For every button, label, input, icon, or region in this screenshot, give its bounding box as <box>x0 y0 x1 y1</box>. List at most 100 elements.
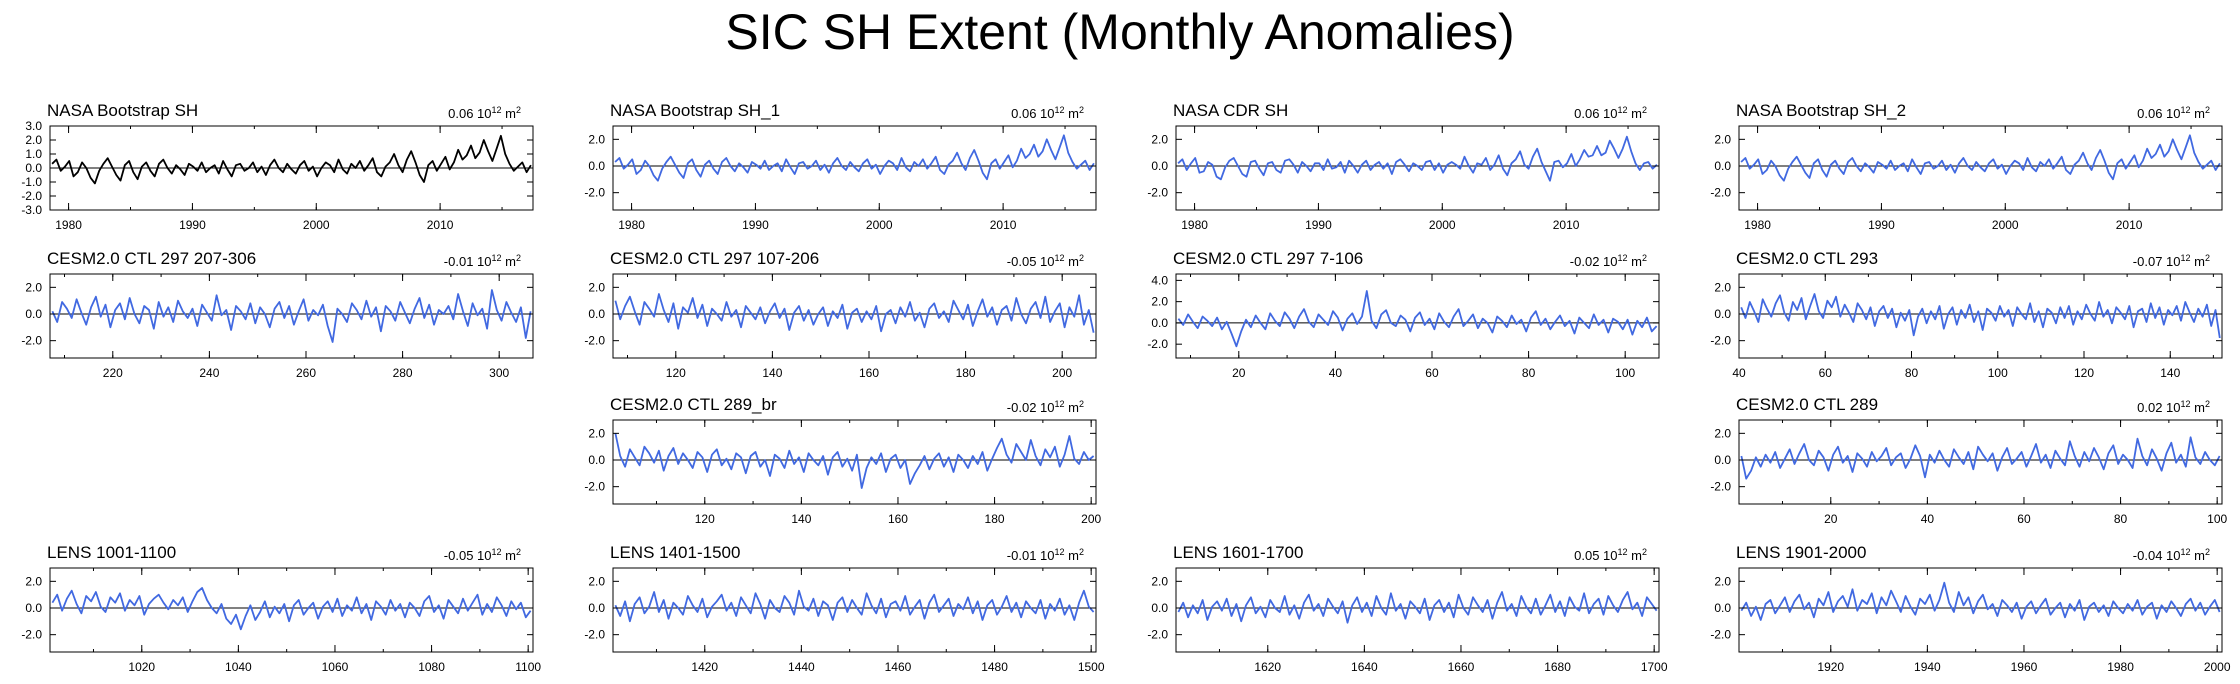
trend-label: -0.02 1012 m2 <box>1007 399 1084 415</box>
y-tick-label: 2.0 <box>1714 574 1731 588</box>
panel-title: CESM2.0 CTL 289_br <box>610 395 777 414</box>
trend-unit-exponent: 12 <box>492 253 502 263</box>
trend-unit: m <box>1065 400 1079 415</box>
series-line <box>614 589 1095 623</box>
y-tick-label: -2.0 <box>584 480 605 494</box>
trend-unit-exponent: 2 <box>1079 547 1084 557</box>
x-tick-label: 1060 <box>322 660 349 674</box>
trend-unit-exponent: 2 <box>1079 105 1084 115</box>
x-tick-label: 2010 <box>1553 218 1580 232</box>
series-line <box>614 134 1095 182</box>
x-tick-label: 80 <box>2114 512 2128 526</box>
trend-unit-exponent: 2 <box>1079 399 1084 409</box>
trend-unit: m <box>502 548 516 563</box>
trend-unit-base: 10 <box>1603 106 1617 121</box>
x-tick-label: 80 <box>1905 366 1919 380</box>
panel-title: CESM2.0 CTL 293 <box>1736 249 1878 268</box>
series-line <box>1740 134 2221 182</box>
y-tick-label: 0.0 <box>588 453 605 467</box>
trend-unit-exponent: 2 <box>1642 547 1647 557</box>
chart-panel: NASA Bootstrap SH_1 0.06 1012 m2 2.0 0.0 -2.… <box>584 101 1097 232</box>
y-tick-label: 2.0 <box>1151 295 1168 309</box>
y-tick-label: -1.0 <box>21 175 42 189</box>
x-tick-label: 2010 <box>427 218 454 232</box>
trend-unit-base: 10 <box>477 254 491 269</box>
trend-unit-exponent: 12 <box>2181 399 2191 409</box>
x-tick-label: 40 <box>1329 366 1343 380</box>
plot-frame <box>49 273 534 359</box>
chart-panel: CESM2.0 CTL 293 -0.07 1012 m2 2.0 0.0 -2.0 40… <box>1710 249 2223 380</box>
x-tick-label: 240 <box>199 366 219 380</box>
trend-unit: m <box>1628 254 1642 269</box>
y-tick-label: 2.0 <box>25 133 42 147</box>
chart-panel: NASA Bootstrap SH 0.06 1012 m23.02.01.00.… <box>21 101 534 232</box>
y-tick-label: 0.0 <box>588 159 605 173</box>
trend-unit-base: 10 <box>1040 106 1054 121</box>
trend-unit: m <box>2191 400 2205 415</box>
panel-title: CESM2.0 CTL 297 107-206 <box>610 249 819 268</box>
y-tick-label: -2.0 <box>21 189 42 203</box>
y-tick-label: 0.0 <box>1714 453 1731 467</box>
x-tick-label: 200 <box>1052 366 1072 380</box>
y-tick-label: 2.0 <box>1714 280 1731 294</box>
trend-unit-exponent: 2 <box>1642 253 1647 263</box>
chart-panel: CESM2.0 CTL 289_br -0.02 1012 m2 2.0 0.0 -2.… <box>584 395 1101 526</box>
trend-label: 0.06 1012 m2 <box>1574 105 1647 121</box>
trend-unit-base: 10 <box>477 106 491 121</box>
x-tick-label: 1640 <box>1351 660 1378 674</box>
y-tick-label: -2.0 <box>1710 186 1731 200</box>
trend-value: 0.05 <box>1574 548 1603 563</box>
series-line <box>51 134 532 185</box>
figure-title: SIC SH Extent (Monthly Anomalies) <box>725 4 1515 60</box>
trend-value: 0.06 <box>448 106 477 121</box>
y-tick-label: 0.0 <box>25 161 42 175</box>
trend-unit-base: 10 <box>1603 548 1617 563</box>
plot-frame <box>1175 273 1660 359</box>
x-tick-label: 120 <box>666 366 686 380</box>
x-tick-label: 1980 <box>1744 218 1771 232</box>
y-tick-label: 0.0 <box>1151 159 1168 173</box>
trend-value: -0.02 <box>1007 400 1040 415</box>
x-tick-label: 280 <box>393 366 413 380</box>
x-tick-label: 1960 <box>2011 660 2038 674</box>
trend-unit-base: 10 <box>2166 400 2180 415</box>
x-tick-label: 300 <box>489 366 509 380</box>
y-tick-label: 0.0 <box>1151 601 1168 615</box>
x-tick-label: 1980 <box>2107 660 2134 674</box>
trend-unit-base: 10 <box>477 548 491 563</box>
x-tick-label: 1990 <box>742 218 769 232</box>
y-tick-label: 0.0 <box>588 601 605 615</box>
panel-title: LENS 1401-1500 <box>610 543 740 562</box>
x-tick-label: 120 <box>2074 366 2094 380</box>
plot-frame <box>612 273 1097 359</box>
trend-value: 0.06 <box>2137 106 2166 121</box>
x-tick-label: 1100 <box>515 660 541 674</box>
series-line <box>51 587 532 631</box>
y-tick-label: -2.0 <box>1147 337 1168 351</box>
trend-unit: m <box>2191 254 2205 269</box>
chart-panel: CESM2.0 CTL 297 207-306 -0.01 1012 m2 2.0 0… <box>21 249 534 380</box>
x-tick-label: 1660 <box>1448 660 1475 674</box>
series-line <box>614 433 1095 489</box>
trend-value: -0.05 <box>1007 254 1040 269</box>
y-tick-label: 1.0 <box>25 147 42 161</box>
trend-unit-base: 10 <box>1040 400 1054 415</box>
trend-unit: m <box>2191 548 2205 563</box>
x-tick-label: 100 <box>1988 366 2008 380</box>
chart-panel: LENS 1901-2000 -0.04 1012 m2 2.0 0.0 -2.0 192… <box>1710 543 2231 674</box>
trend-label: -0.05 1012 m2 <box>1007 253 1084 269</box>
trend-label: 0.06 1012 m2 <box>448 105 521 121</box>
panel-title: NASA Bootstrap SH_2 <box>1736 101 1906 120</box>
plot-frame <box>1738 273 2223 359</box>
x-tick-label: 1040 <box>225 660 252 674</box>
trend-unit-exponent: 2 <box>1642 105 1647 115</box>
x-tick-label: 2000 <box>866 218 893 232</box>
x-tick-label: 40 <box>1921 512 1935 526</box>
trend-label: 0.06 1012 m2 <box>2137 105 2210 121</box>
chart-panel: NASA Bootstrap SH_2 0.06 1012 m2 2.0 0.0 -2.… <box>1710 101 2223 232</box>
trend-unit-exponent: 12 <box>2181 105 2191 115</box>
trend-unit-exponent: 2 <box>1079 253 1084 263</box>
x-tick-label: 200 <box>1081 512 1101 526</box>
x-tick-label: 1990 <box>1305 218 1332 232</box>
